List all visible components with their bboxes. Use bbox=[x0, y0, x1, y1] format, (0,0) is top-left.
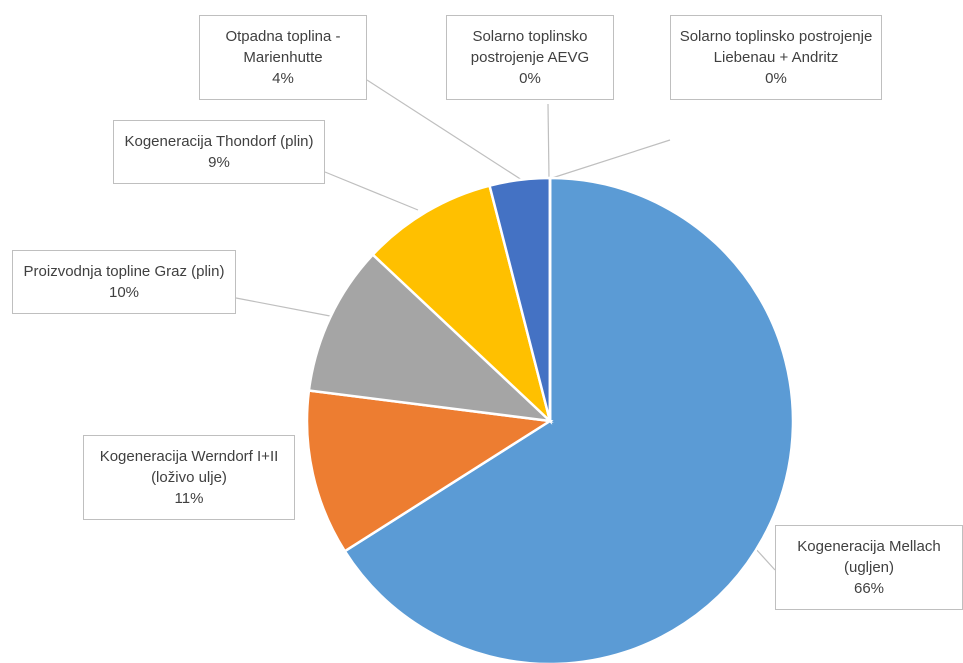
label-name: Kogeneracija Thondorf (plin) bbox=[124, 133, 314, 150]
label-name: Otpadna toplina - Marienhutte bbox=[225, 28, 341, 66]
data-label: Kogeneracija Mellach (ugljen) 66% bbox=[775, 525, 963, 610]
slice bbox=[371, 184, 553, 425]
data-label: Solarno toplinsko postrojenje Liebenau +… bbox=[670, 15, 882, 100]
label-name: Kogeneracija Mellach (ugljen) bbox=[797, 538, 941, 576]
label-value: 0% bbox=[519, 70, 541, 87]
pie bbox=[305, 176, 795, 663]
leader-line bbox=[235, 297, 331, 317]
slice bbox=[307, 252, 554, 423]
label-value: 66% bbox=[853, 580, 885, 597]
label-value: 10% bbox=[108, 284, 140, 301]
leader-lines bbox=[235, 79, 776, 571]
label-value: 9% bbox=[208, 154, 230, 171]
leader-line bbox=[324, 171, 419, 211]
label-name: Solarno toplinsko postrojenje AEVG bbox=[470, 28, 590, 66]
data-label: Kogeneracija Werndorf I+II (loživo ulje)… bbox=[83, 435, 295, 520]
data-label: Solarno toplinsko postrojenje AEVG 0% bbox=[446, 15, 614, 100]
data-label: Otpadna toplina - Marienhutte 4% bbox=[199, 15, 367, 100]
label-value: 11% bbox=[174, 490, 204, 507]
label-value: 4% bbox=[272, 70, 294, 87]
label-value: 0% bbox=[765, 70, 787, 87]
leader-line bbox=[551, 139, 671, 179]
leader-line bbox=[754, 547, 776, 571]
leader-line bbox=[547, 103, 550, 179]
label-name: Proizvodnja topline Graz (plin) bbox=[23, 263, 225, 280]
label-name: Solarno toplinsko postrojenje Liebenau +… bbox=[679, 28, 873, 66]
data-label: Proizvodnja topline Graz (plin) 10% bbox=[12, 250, 236, 314]
data-label: Kogeneracija Thondorf (plin) 9% bbox=[113, 120, 325, 184]
slice bbox=[343, 176, 795, 663]
slice bbox=[305, 389, 554, 553]
label-name: Kogeneracija Werndorf I+II (loživo ulje) bbox=[99, 448, 279, 486]
leader-line bbox=[366, 79, 526, 183]
